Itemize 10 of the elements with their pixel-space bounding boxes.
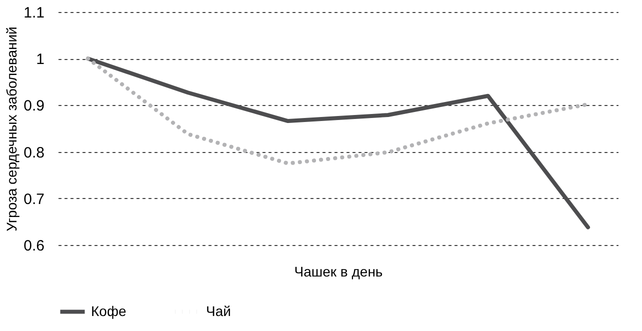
- y-tick-label: 0.7: [24, 190, 44, 208]
- y-tick-label: 0.6: [24, 238, 44, 254]
- y-tick-label: 0.8: [24, 144, 44, 162]
- y-axis-title: Угроза сердечных заболеваний: [4, 26, 20, 232]
- y-tick-label: 0.9: [24, 98, 44, 115]
- legend-label: Кофе: [91, 302, 126, 319]
- x-axis-title: Чашек в день: [294, 264, 383, 280]
- y-tick-label: 1.1: [24, 4, 44, 22]
- legend-label: Чай: [206, 302, 231, 319]
- y-tick-label: 1: [36, 51, 44, 68]
